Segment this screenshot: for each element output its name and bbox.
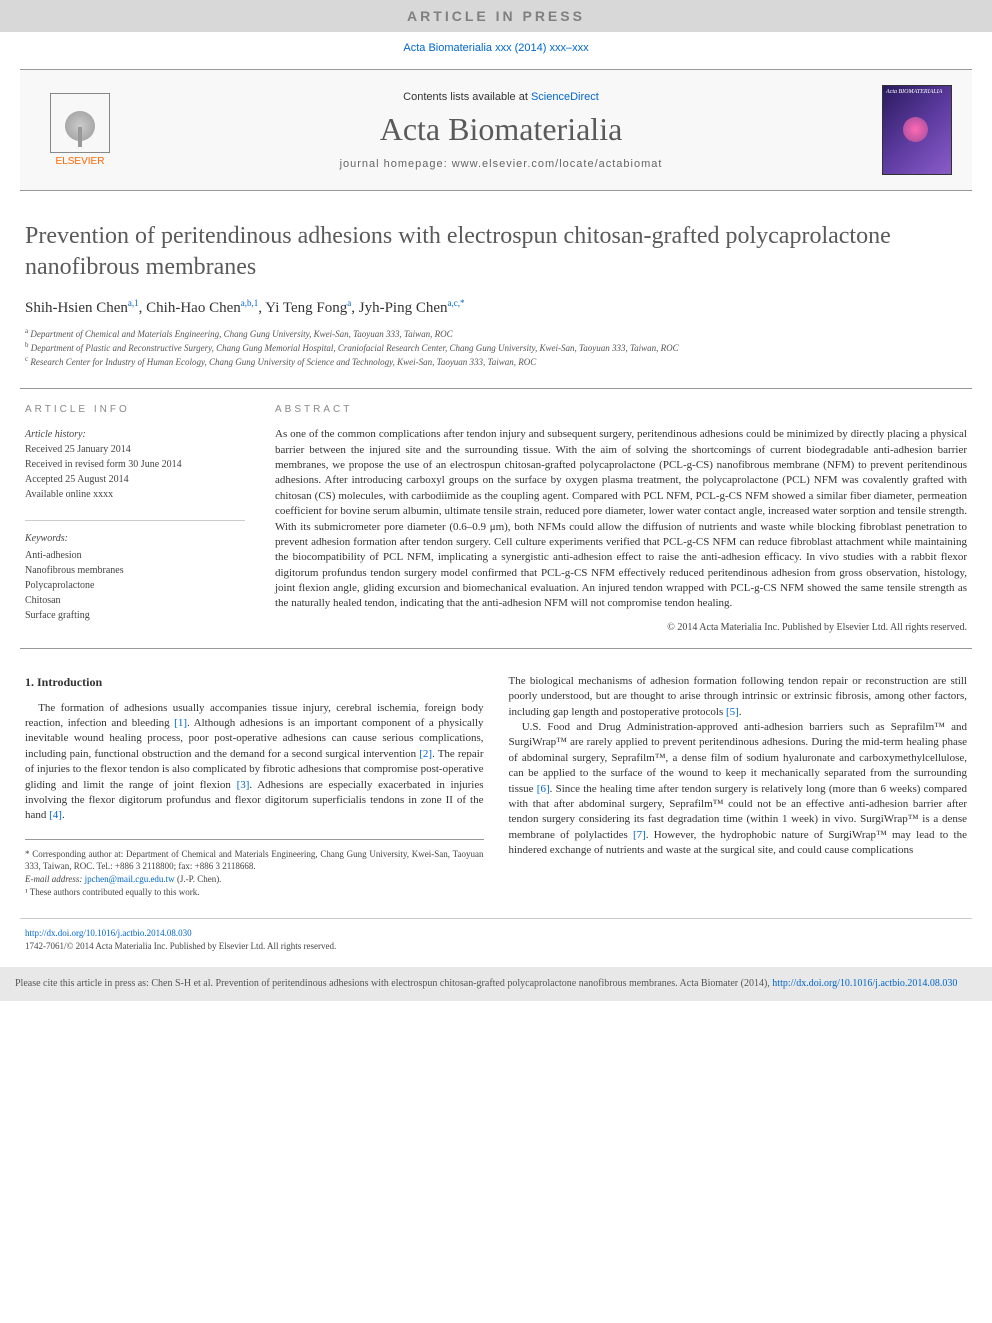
email-who: (J.-P. Chen).	[175, 874, 222, 884]
introduction-heading: 1. Introduction	[25, 674, 484, 691]
history-label: Article history:	[25, 427, 245, 442]
article-in-press-banner: ARTICLE IN PRESS	[0, 0, 992, 32]
abstract-copyright: © 2014 Acta Materialia Inc. Published by…	[275, 622, 967, 633]
keyword-1: Anti-adhesion	[25, 548, 245, 563]
cite-7[interactable]: [7]	[633, 829, 646, 841]
cite-4[interactable]: [4]	[49, 809, 62, 821]
keyword-3: Polycaprolactone	[25, 578, 245, 593]
cite-2[interactable]: [2]	[419, 748, 432, 760]
received-date: Received 25 January 2014	[25, 442, 245, 457]
elsevier-text: ELSEVIER	[56, 156, 105, 167]
citation-box: Please cite this article in press as: Ch…	[0, 967, 992, 1001]
journal-header: ELSEVIER Contents lists available at Sci…	[20, 69, 972, 191]
body-column-left: 1. Introduction The formation of adhesio…	[25, 674, 484, 898]
abstract-label: ABSTRACT	[275, 404, 967, 415]
email-label: E-mail address:	[25, 874, 85, 884]
affiliations: a Department of Chemical and Materials E…	[20, 327, 972, 368]
elsevier-logo: ELSEVIER	[40, 85, 120, 175]
sciencedirect-link[interactable]: ScienceDirect	[531, 91, 599, 103]
article-info-column: ARTICLE INFO Article history: Received 2…	[25, 404, 245, 633]
affil-b: Department of Plastic and Reconstructive…	[31, 343, 679, 353]
cite-5[interactable]: [5]	[726, 706, 739, 718]
journal-name: Acta Biomaterialia	[120, 111, 882, 148]
keyword-2: Nanofibrous membranes	[25, 563, 245, 578]
abstract-text: As one of the common complications after…	[275, 427, 967, 612]
article-history: Article history: Received 25 January 201…	[25, 427, 245, 502]
corresponding-email[interactable]: jpchen@mail.cgu.edu.tw	[85, 874, 175, 884]
cite-6[interactable]: [6]	[537, 783, 550, 795]
cite-box-text: Please cite this article in press as: Ch…	[15, 978, 772, 989]
doi-block: http://dx.doi.org/10.1016/j.actbio.2014.…	[20, 918, 972, 952]
footnotes: * Corresponding author at: Department of…	[25, 839, 484, 898]
author-3-affil: a	[347, 298, 351, 308]
affil-c: Research Center for Industry of Human Ec…	[30, 357, 536, 367]
issn-copyright: 1742-7061/© 2014 Acta Materialia Inc. Pu…	[25, 941, 336, 951]
keywords-label: Keywords:	[25, 531, 245, 546]
author-4-affil: a,c,	[448, 298, 461, 308]
info-abstract-section: ARTICLE INFO Article history: Received 2…	[20, 388, 972, 649]
elsevier-tree-icon	[50, 93, 110, 153]
keywords-block: Keywords: Anti-adhesion Nanofibrous memb…	[25, 531, 245, 623]
author-4: Jyh-Ping Chen	[359, 300, 448, 316]
equal-contribution-footnote: ¹ These authors contributed equally to t…	[25, 886, 484, 899]
author-1: Shih-Hsien Chen	[25, 300, 128, 316]
corresponding-footnote: * Corresponding author at: Department of…	[25, 848, 484, 873]
cite-1[interactable]: [1]	[174, 717, 187, 729]
online-date: Available online xxxx	[25, 487, 245, 502]
cite-3[interactable]: [3]	[237, 779, 250, 791]
affil-a: Department of Chemical and Materials Eng…	[30, 329, 452, 339]
author-2: Chih-Hao Chen	[146, 300, 241, 316]
keyword-5: Surface grafting	[25, 608, 245, 623]
revised-date: Received in revised form 30 June 2014	[25, 457, 245, 472]
contents-line: Contents lists available at ScienceDirec…	[120, 91, 882, 103]
corresponding-mark: *	[460, 298, 465, 308]
cite-box-link[interactable]: http://dx.doi.org/10.1016/j.actbio.2014.…	[772, 978, 957, 989]
author-list: Shih-Hsien Chena,1, Chih-Hao Chena,b,1, …	[20, 298, 972, 317]
keyword-4: Chitosan	[25, 593, 245, 608]
journal-homepage: journal homepage: www.elsevier.com/locat…	[120, 158, 882, 170]
author-1-affil: a,1	[128, 298, 139, 308]
accepted-date: Accepted 25 August 2014	[25, 472, 245, 487]
journal-cover-thumbnail: Acta BIOMATERIALIA	[882, 85, 952, 175]
author-2-affil: a,b,1	[241, 298, 259, 308]
cover-title: Acta BIOMATERIALIA	[886, 89, 942, 95]
journal-reference: Acta Biomaterialia xxx (2014) xxx–xxx	[20, 42, 972, 54]
abstract-column: ABSTRACT As one of the common complicati…	[275, 404, 967, 633]
author-3: Yi Teng Fong	[265, 300, 347, 316]
body-column-right: The biological mechanisms of adhesion fo…	[509, 674, 968, 898]
doi-link[interactable]: http://dx.doi.org/10.1016/j.actbio.2014.…	[25, 928, 192, 938]
body-text: 1. Introduction The formation of adhesio…	[20, 674, 972, 898]
article-title: Prevention of peritendinous adhesions wi…	[20, 221, 972, 283]
article-info-label: ARTICLE INFO	[25, 404, 245, 415]
contents-prefix: Contents lists available at	[403, 91, 531, 103]
